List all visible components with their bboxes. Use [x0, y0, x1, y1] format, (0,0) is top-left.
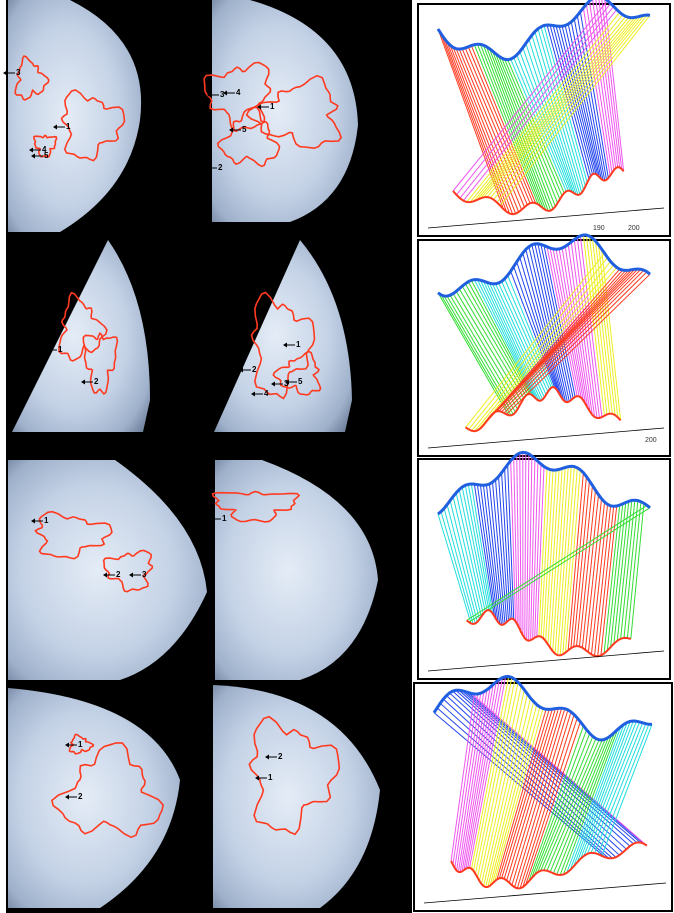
lesion-label: 1 [44, 516, 49, 525]
lesion-label: 1 [268, 773, 273, 782]
lesion-label: 2 [116, 570, 121, 579]
lesion-label: 2 [218, 163, 223, 172]
lesion-label: 3 [142, 570, 147, 579]
lesion-label: 2 [78, 792, 83, 801]
lesion-label: 4 [236, 88, 241, 97]
axis-tick-label: 200 [628, 225, 640, 232]
lesion-label: 2 [252, 365, 257, 374]
lesion-label: 1 [58, 345, 63, 354]
lesion-label: 2 [94, 377, 99, 386]
lesion-label: 1 [78, 740, 83, 749]
lesion-label: 3 [16, 68, 21, 77]
lesion-label: 2 [278, 752, 283, 761]
lesion-label: 4 [264, 389, 269, 398]
axis-tick-label: 200 [645, 437, 657, 444]
lesion-label: 1 [296, 340, 301, 349]
lesion-label: 5 [44, 151, 49, 160]
lesion-label: 5 [298, 377, 303, 386]
lesion-label: 1 [66, 122, 71, 131]
figure: 314534152121235412311221190200200 [0, 0, 674, 913]
lesion-label: 1 [222, 514, 227, 523]
axis-tick-label: 190 [593, 225, 605, 232]
lesion-label: 3 [220, 90, 225, 99]
lesion-label: 5 [242, 125, 247, 134]
lesion-label: 1 [270, 102, 275, 111]
reconstruction-panel [414, 683, 672, 911]
